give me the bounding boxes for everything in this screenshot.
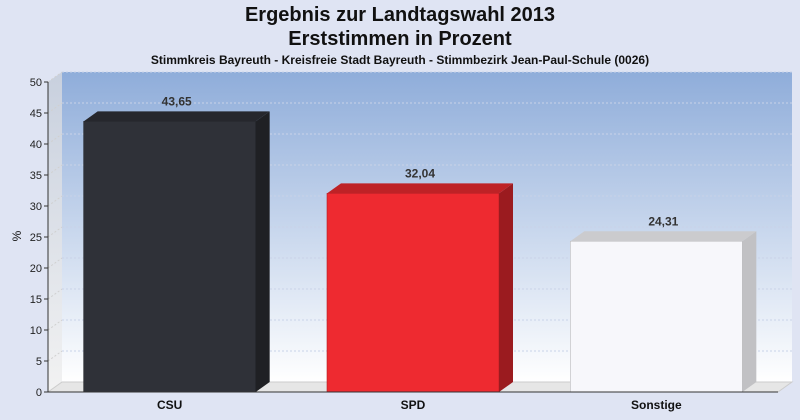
y-axis-label: % xyxy=(10,230,24,241)
grid-line-side xyxy=(47,350,63,362)
y-tick-label: 0 xyxy=(36,387,42,399)
bar-front xyxy=(570,240,743,393)
grid-line-side xyxy=(47,102,63,114)
x-category-label: CSU xyxy=(157,398,182,412)
grid-line-side xyxy=(47,319,63,331)
bar-side xyxy=(255,111,270,393)
grid-line-side xyxy=(47,257,63,269)
bar-side xyxy=(499,183,513,392)
chart-title: Ergebnis zur Landtagswahl 2013 xyxy=(244,4,556,26)
grid-line-side xyxy=(47,133,63,145)
y-tick-label: 45 xyxy=(30,108,42,120)
x-category-label: Sonstige xyxy=(631,398,682,412)
y-tick-label: 10 xyxy=(30,325,42,337)
bar-front xyxy=(326,193,500,393)
x-category-label: SPD xyxy=(401,398,426,412)
y-tick-label: 20 xyxy=(30,263,42,275)
y-tick-label: 30 xyxy=(30,201,42,213)
bar-top xyxy=(83,111,270,122)
bar-sonstige xyxy=(570,231,757,393)
y-tick-label: 25 xyxy=(30,232,42,244)
bar-value-label: 43,65 xyxy=(162,94,192,108)
grid-line-side xyxy=(47,288,63,300)
chart-subtitle: Erststimmen in Prozent xyxy=(288,28,512,50)
axes: 0 5 10 15 20 25 30 35 40 45 50 CSU SPD Sonstige xyxy=(30,77,778,412)
y-tick-label: 5 xyxy=(36,356,42,368)
y-tick-label: 40 xyxy=(30,139,42,151)
bar-spd xyxy=(326,183,513,393)
chart-caption: Stimmkreis Bayreuth - Kreisfreie Stadt B… xyxy=(150,53,650,67)
bar-side xyxy=(742,231,757,392)
grid-line-side xyxy=(47,71,63,83)
bar-front xyxy=(83,121,256,393)
y-tick-label: 50 xyxy=(30,77,42,89)
y-tick-label: 15 xyxy=(30,294,42,306)
grid-line-side xyxy=(47,195,63,207)
bar-top xyxy=(570,231,757,242)
bars: 43,65 32,04 24,31 xyxy=(83,94,757,393)
grid-line-side xyxy=(47,226,63,238)
bar-csu xyxy=(83,111,270,393)
y-tick-label: 35 xyxy=(30,170,42,182)
grid-line-side xyxy=(47,164,63,176)
bar-top xyxy=(327,183,513,194)
bar-value-label: 32,04 xyxy=(405,166,435,180)
bar-value-label: 24,31 xyxy=(648,214,678,228)
